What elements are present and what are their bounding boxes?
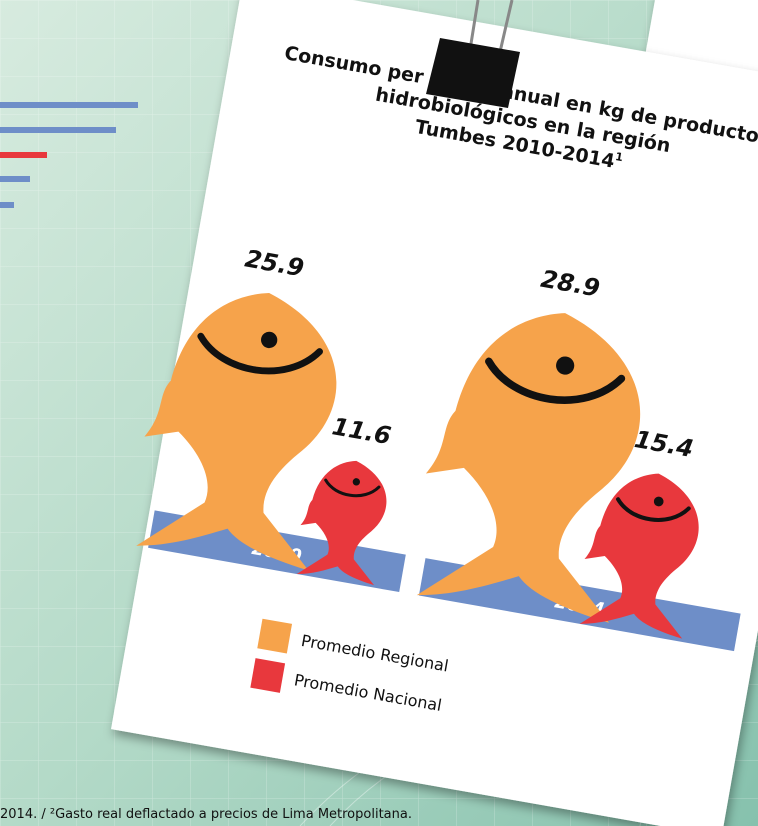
fish-smile [324, 478, 381, 498]
title-superscript: 1 [614, 150, 624, 164]
footnote: 2014. / ²Gasto real deflactado a precios… [0, 807, 412, 822]
binder-clip [426, 0, 520, 108]
fish-body [416, 313, 641, 623]
fish-eye [556, 356, 575, 375]
fish-smile [197, 332, 323, 375]
fish-body [579, 473, 699, 639]
fish-eye [352, 478, 360, 486]
fish-body [136, 292, 337, 571]
decor-bars [0, 102, 138, 208]
card: Consumo per cápita anual en kg de produc… [111, 0, 758, 826]
fish-smile [485, 357, 626, 404]
fish [136, 292, 337, 571]
fish [579, 473, 699, 639]
fish-smile [616, 497, 691, 522]
fish-eye [653, 496, 664, 507]
fish [296, 460, 387, 586]
legend-swatch [257, 618, 293, 654]
fish [416, 313, 641, 623]
fish-eye [261, 331, 278, 349]
fish-body [296, 460, 387, 586]
legend-swatch [250, 658, 286, 693]
